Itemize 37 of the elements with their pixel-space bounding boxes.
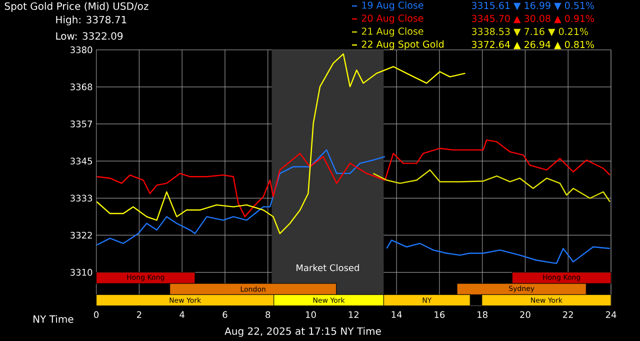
text: High: 3378.71 [56, 16, 126, 26]
x-axis-title: NY Time [34, 315, 74, 323]
legend-label: 19 Aug Close [362, 1, 424, 11]
x-tick-label: 24 [606, 311, 616, 318]
y-tick-label: 3322 [70, 232, 92, 239]
x-tick-label: 2 [136, 311, 142, 318]
x-tick-label: 0 [94, 311, 99, 318]
line-series [96, 53, 466, 234]
y-tick-label: 3333 [70, 194, 92, 202]
legend-label: 22 Aug Spot Gold [362, 40, 444, 50]
x-tick-label: 22 [563, 311, 573, 318]
x-tick-label: 10 [306, 311, 316, 318]
x-tick-label: 8 [266, 311, 270, 318]
line-series [372, 169, 611, 202]
y-tick-label: 3345 [70, 158, 92, 164]
legend-label: 21 Aug Close [362, 27, 424, 37]
x-tick-label: 6 [222, 311, 228, 318]
x-tick-label: 16 [434, 311, 445, 318]
band-label: Market Closed [296, 264, 359, 272]
x-tick-label: 20 [520, 311, 530, 318]
line-series [96, 139, 611, 218]
text: 3372.64 ▲ 26.94 ▲ 0.81% [472, 40, 594, 50]
y-tick-label: 3357 [70, 120, 92, 128]
y-tick-label: 3380 [70, 46, 92, 54]
text: 3338.53 ▼ 7.16 ▼ 0.21% [472, 28, 588, 36]
y-tick-label: 3310 [70, 268, 92, 276]
chart-title: Spot Gold Price (Mid) USD/oz [4, 2, 148, 12]
legend-label: 20 Aug Close [362, 14, 424, 24]
x-tick-label: 12 [348, 311, 358, 318]
x-tick-label: 18 [478, 311, 488, 318]
text: Low: 3322.09 [56, 32, 123, 40]
text: 3345.70 ▲ 30.08 ▲ 0.91% [472, 14, 594, 24]
y-tick-label: 3368 [70, 83, 92, 90]
text: Aug 22, 2025 at 17:15 NY Time [224, 327, 381, 337]
x-tick-label: 14 [392, 311, 402, 318]
x-tick-label: 4 [180, 311, 184, 318]
text: 3315.61 ▼ 16.99 ▼ 0.51% [472, 2, 594, 10]
